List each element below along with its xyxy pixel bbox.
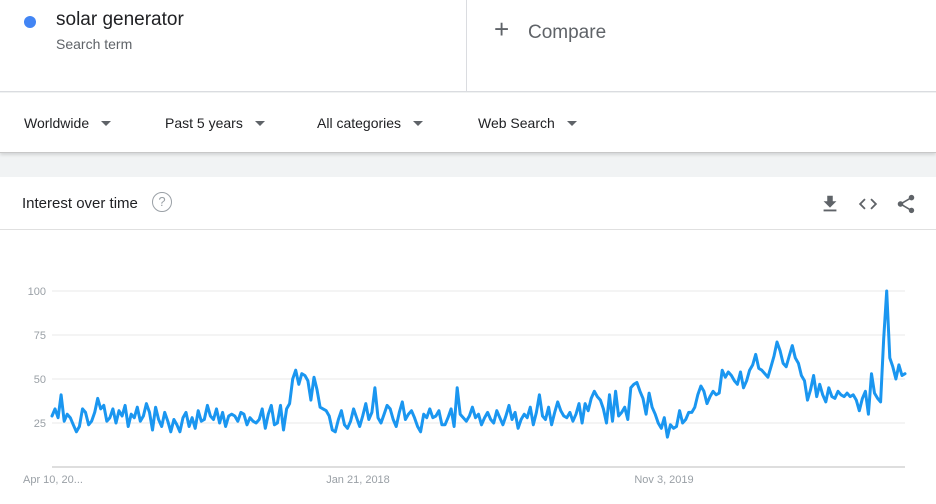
search-term-card[interactable]: solar generator Search term bbox=[0, 0, 467, 92]
search-property-dropdown[interactable]: Web Search bbox=[478, 93, 577, 153]
y-tick-label: 25 bbox=[34, 418, 46, 430]
plus-icon: + bbox=[494, 14, 510, 44]
x-tick-label: Jan 21, 2018 bbox=[326, 474, 390, 486]
term-color-dot bbox=[24, 16, 36, 28]
search-term-type: Search term bbox=[56, 36, 133, 52]
caret-down-icon bbox=[566, 120, 577, 126]
share-icon[interactable] bbox=[895, 193, 917, 215]
card-header: Interest over time ? bbox=[0, 177, 936, 230]
category-dropdown[interactable]: All categories bbox=[317, 93, 424, 153]
time-range-dropdown[interactable]: Past 5 years bbox=[165, 93, 265, 153]
caret-down-icon bbox=[101, 120, 112, 126]
compare-label: Compare bbox=[528, 22, 607, 43]
y-tick-label: 75 bbox=[34, 330, 46, 342]
search-property-label: Web Search bbox=[478, 115, 555, 131]
x-tick-label: Nov 3, 2019 bbox=[634, 474, 693, 486]
y-tick-label: 100 bbox=[28, 286, 46, 298]
card-title: Interest over time bbox=[22, 195, 138, 212]
filter-bar: Worldwide Past 5 years All categories We… bbox=[0, 93, 936, 153]
download-icon[interactable] bbox=[819, 193, 841, 215]
y-tick-label: 50 bbox=[34, 374, 46, 386]
caret-down-icon bbox=[413, 120, 424, 126]
compare-button[interactable]: + Compare bbox=[468, 0, 936, 92]
search-term-bar: solar generator Search term + Compare bbox=[0, 0, 936, 92]
category-label: All categories bbox=[317, 115, 402, 131]
caret-down-icon bbox=[254, 120, 265, 126]
interest-line-chart: 25 50 75 100 Apr 10, 20... Jan 21, 2018 Nov 3… bbox=[23, 286, 907, 486]
embed-icon[interactable] bbox=[857, 193, 879, 215]
region-dropdown[interactable]: Worldwide bbox=[24, 93, 112, 153]
interest-over-time-card: Interest over time ? 25 50 75 100 Apr 10, 2… bbox=[0, 177, 936, 504]
x-tick-label: Apr 10, 20... bbox=[23, 474, 83, 486]
series-line[interactable] bbox=[50, 289, 907, 439]
help-icon[interactable]: ? bbox=[152, 192, 172, 212]
search-term-name[interactable]: solar generator bbox=[56, 9, 184, 30]
time-range-label: Past 5 years bbox=[165, 115, 243, 131]
region-label: Worldwide bbox=[24, 115, 90, 131]
